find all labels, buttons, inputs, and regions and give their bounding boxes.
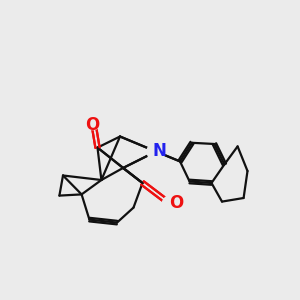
Circle shape	[84, 112, 102, 130]
Circle shape	[147, 142, 165, 160]
Text: N: N	[153, 142, 167, 160]
Circle shape	[162, 196, 180, 214]
Text: O: O	[85, 116, 99, 134]
Text: O: O	[169, 194, 184, 212]
